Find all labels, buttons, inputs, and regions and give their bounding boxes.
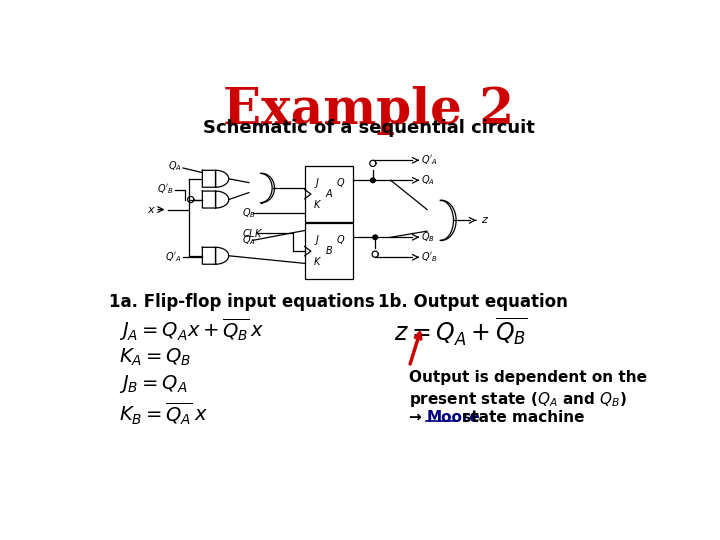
Text: Q: Q — [337, 235, 345, 245]
Bar — [305, 224, 353, 279]
Text: $J_B = Q_A$: $J_B = Q_A$ — [120, 373, 188, 395]
Text: $CLK$: $CLK$ — [242, 227, 264, 239]
Text: state machine: state machine — [457, 410, 585, 425]
Text: $K_A = Q_B$: $K_A = Q_B$ — [120, 347, 192, 368]
Text: Q: Q — [337, 178, 345, 188]
Text: 1b. Output equation: 1b. Output equation — [378, 293, 568, 310]
Text: $z = Q_A + \overline{Q_B}$: $z = Q_A + \overline{Q_B}$ — [394, 316, 528, 348]
Text: $Q'_A$: $Q'_A$ — [165, 251, 181, 264]
Text: →: → — [409, 410, 427, 425]
Bar — [305, 166, 353, 222]
Text: B: B — [325, 246, 332, 256]
Text: $Q_A$: $Q_A$ — [242, 233, 256, 247]
Text: $Q_A$: $Q_A$ — [168, 159, 181, 173]
Text: Example 2: Example 2 — [223, 86, 515, 136]
Text: A: A — [325, 189, 332, 199]
Text: $Q_A$: $Q_A$ — [421, 173, 435, 187]
Text: $Q_B$: $Q_B$ — [421, 231, 435, 244]
Text: Output is dependent on the: Output is dependent on the — [409, 370, 647, 384]
Text: J: J — [315, 178, 318, 188]
Text: $K_B = \overline{Q_A}\, x$: $K_B = \overline{Q_A}\, x$ — [120, 401, 208, 428]
Text: Schematic of a sequential circuit: Schematic of a sequential circuit — [203, 119, 535, 137]
Text: Moore: Moore — [426, 410, 480, 425]
Text: present state ($Q_A$ and $Q_B$): present state ($Q_A$ and $Q_B$) — [409, 390, 627, 409]
Polygon shape — [371, 178, 375, 183]
Polygon shape — [373, 235, 377, 240]
Text: $Q'_A$: $Q'_A$ — [421, 153, 438, 167]
Text: z: z — [482, 215, 487, 225]
Text: $J_A = Q_A x + \overline{Q_B}\, x$: $J_A = Q_A x + \overline{Q_B}\, x$ — [120, 316, 265, 343]
Text: J: J — [315, 235, 318, 245]
Text: $Q_B$: $Q_B$ — [242, 206, 256, 220]
Text: x: x — [147, 205, 153, 214]
Text: K: K — [313, 257, 320, 267]
Text: K: K — [313, 200, 320, 210]
Text: $Q'_B$: $Q'_B$ — [421, 251, 438, 264]
Text: $Q'_B$: $Q'_B$ — [157, 183, 174, 197]
Text: 1a. Flip-flop input equations: 1a. Flip-flop input equations — [109, 293, 375, 310]
